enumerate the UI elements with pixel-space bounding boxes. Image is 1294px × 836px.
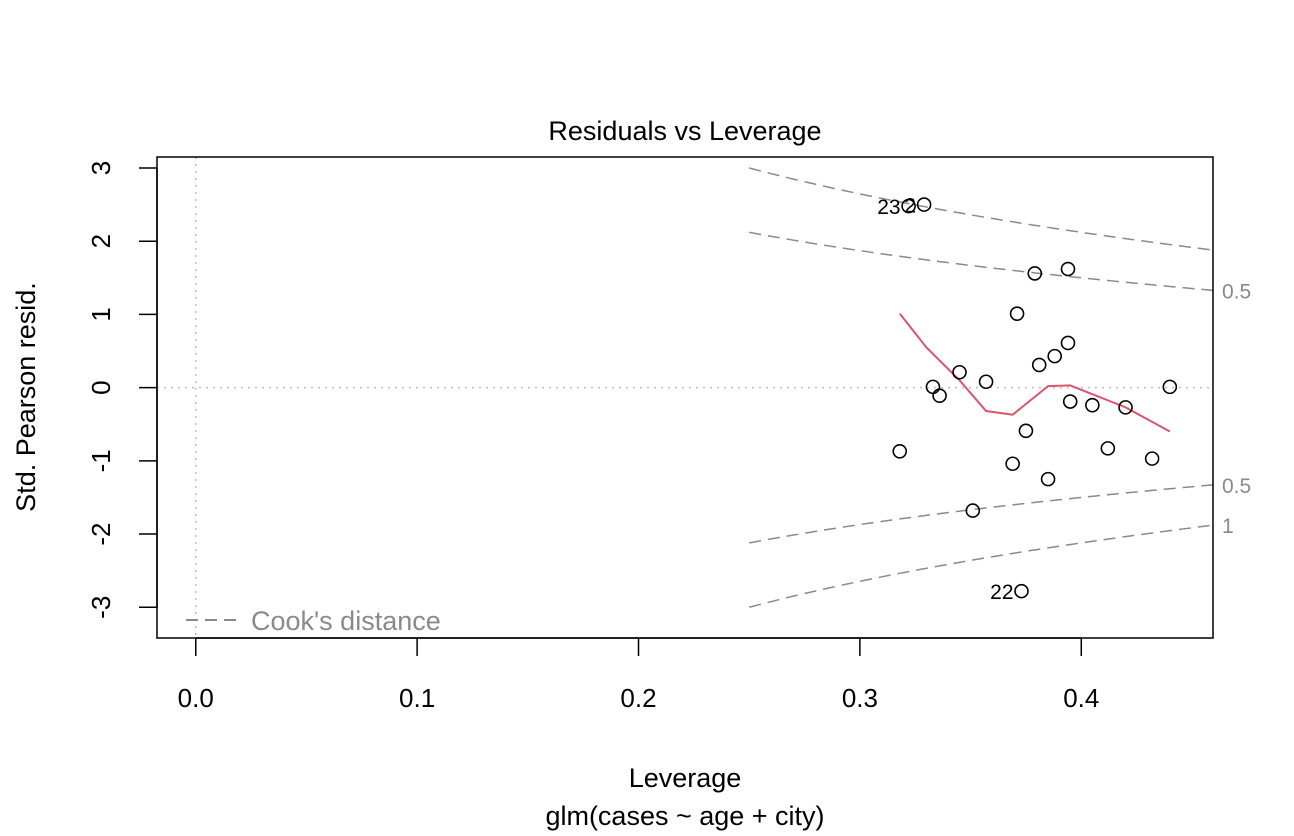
plot-frame [156,156,1214,639]
data-point [1118,400,1133,415]
data-point [1040,471,1056,487]
data-point [932,388,947,403]
data-point [1162,379,1178,395]
data-point [916,197,932,212]
cooks-distance-contours [749,167,1213,608]
cooks-contour-0_5-upper [749,231,1213,292]
data-point [1009,306,1025,321]
data-point [1027,266,1043,281]
point-label: 22 [990,581,1013,604]
reference-lines [157,157,1213,638]
cooks-contour-0_5-lower [749,484,1213,544]
x-axis-label: Leverage [629,763,742,793]
data-point [901,198,916,214]
data-point [1005,456,1020,472]
y-tick-label: -1 [86,449,116,472]
data-point [965,503,981,518]
y-tick-label: -3 [86,596,116,619]
point-label: 23 [877,196,900,219]
data-point [1062,394,1078,409]
data-point [978,374,994,390]
data-point [1060,261,1076,277]
data-point [1100,441,1116,456]
contour-label: 1 [1222,515,1234,538]
x-tick-label: 0.4 [1063,683,1099,713]
y-tick-label: 0 [86,380,116,394]
data-point [1014,583,1029,599]
chart-title: Residuals vs Leverage [548,116,821,146]
x-axis-subtitle: glm(cases ~ age + city) [545,801,824,831]
contour-label: 0.5 [1222,475,1251,498]
data-point [1060,335,1076,351]
data-point [952,364,967,380]
contour-label: 0.5 [1222,280,1251,303]
data-point [1018,423,1034,439]
y-tick-label: 3 [86,161,116,175]
y-tick-label: 1 [86,307,116,321]
smooth-line [898,313,1171,433]
data-point [1085,397,1100,413]
data-point [1031,357,1047,373]
point-label: 2 [904,195,916,218]
legend-label: Cook's distance [251,606,441,636]
cooks-contour-1-lower [749,524,1213,608]
legend: Cook's distance [186,606,441,636]
data-point [1047,348,1063,364]
y-axis: -3 -2 -1 0 1 2 3 [86,161,158,619]
points-group: 23 222 [877,195,1178,604]
cooks-contour-1-upper [749,167,1213,251]
data-point [892,444,908,459]
x-axis: 0.0 0.1 0.2 0.3 0.4 [178,637,1099,713]
x-tick-label: 0.1 [399,683,435,713]
y-tick-label: -2 [86,522,116,545]
data-point [1144,451,1160,466]
y-axis-label: Std. Pearson resid. [11,282,41,512]
y-tick-label: 2 [86,234,116,248]
x-tick-label: 0.0 [178,683,214,713]
x-tick-label: 0.3 [842,683,878,713]
x-tick-label: 0.2 [620,683,656,713]
smooth-curve-group [898,313,1171,433]
contour-labels: 0.5 0.5 1 [1222,280,1251,538]
